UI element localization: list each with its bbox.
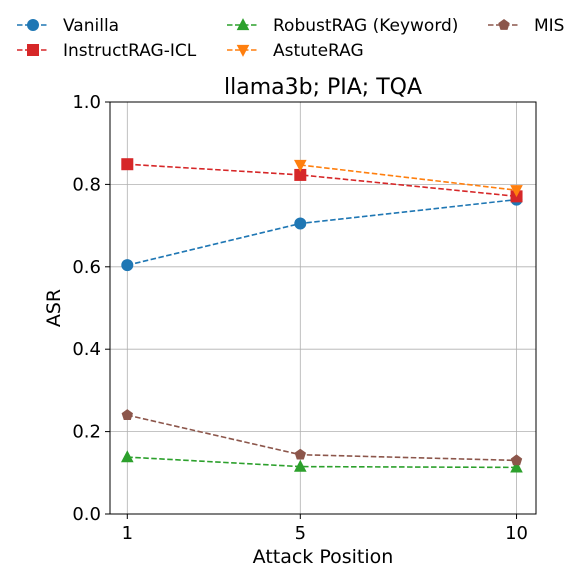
series-line-mis: [127, 414, 517, 462]
data-point-vanilla: [121, 259, 134, 272]
data-point-astuterag: [510, 185, 523, 198]
legend-item-robustrag-keyword: RobustRAG (Keyword): [227, 16, 458, 36]
series-astuterag: [294, 159, 523, 198]
grid: [110, 101, 536, 515]
series-mis: [121, 409, 523, 466]
series-line-robustrag-keyword: [127, 456, 517, 469]
data-point-vanilla: [294, 217, 307, 230]
y-tick-label: 0.2: [72, 422, 101, 443]
data-point-instructrag-icl: [294, 168, 307, 181]
plot-frame: [109, 101, 537, 515]
series-line-vanilla: [127, 198, 517, 266]
axes: 0.0 0.2 0.4 0.6 0.8 1.0 1 5 10: [72, 92, 528, 544]
legend-marker-astuterag: [236, 44, 250, 57]
legend-marker-robustrag-keyword: [236, 18, 250, 31]
x-axis-label: Attack Position: [253, 546, 394, 568]
x-tick-label: 1: [122, 523, 133, 544]
legend-item-mis: MIS: [488, 16, 564, 36]
legend-label-instructrag-icl: InstructRAG-ICL: [63, 41, 197, 61]
series-line-instructrag-icl: [127, 163, 517, 198]
data-point-mis: [121, 409, 133, 420]
legend: Vanilla InstructRAG-ICL RobustRAG (Keyword…: [17, 16, 564, 61]
y-tick-label: 1.0: [72, 92, 101, 113]
chart-title: llama3b; PIA; TQA: [224, 75, 422, 100]
y-tick-label: 0.0: [72, 504, 101, 525]
series-vanilla: [121, 193, 523, 272]
data-point-astuterag: [294, 159, 307, 172]
legend-label-astuterag: AstuteRAG: [273, 41, 364, 61]
series-instructrag-icl: [121, 158, 523, 203]
data-point-robustrag-keyword: [510, 460, 523, 473]
legend-marker-instructrag-icl: [27, 44, 39, 56]
data-point-mis: [510, 454, 523, 466]
x-tick-label: 5: [295, 523, 306, 544]
data-point-mis: [294, 448, 306, 460]
series-line-astuterag: [300, 164, 517, 191]
legend-item-astuterag: AstuteRAG: [227, 41, 364, 61]
y-tick-label: 0.4: [72, 339, 101, 360]
data-point-robustrag-keyword: [121, 450, 134, 463]
legend-label-mis: MIS: [534, 16, 564, 36]
legend-marker-mis: [498, 19, 510, 30]
legend-label-vanilla: Vanilla: [63, 16, 119, 36]
legend-item-instructrag-icl: InstructRAG-ICL: [17, 41, 197, 61]
y-axis-label: ASR: [43, 289, 65, 327]
data-point-instructrag-icl: [121, 158, 134, 171]
x-tick-label: 10: [505, 523, 528, 544]
legend-item-vanilla: Vanilla: [17, 16, 119, 36]
series-robustrag-keyword: [121, 450, 523, 473]
series-layer: [121, 158, 523, 473]
y-tick-label: 0.6: [72, 257, 101, 278]
legend-label-robustrag-keyword: RobustRAG (Keyword): [273, 16, 458, 36]
data-point-robustrag-keyword: [294, 459, 307, 472]
legend-marker-vanilla: [27, 19, 39, 31]
y-tick-label: 0.8: [72, 174, 101, 195]
